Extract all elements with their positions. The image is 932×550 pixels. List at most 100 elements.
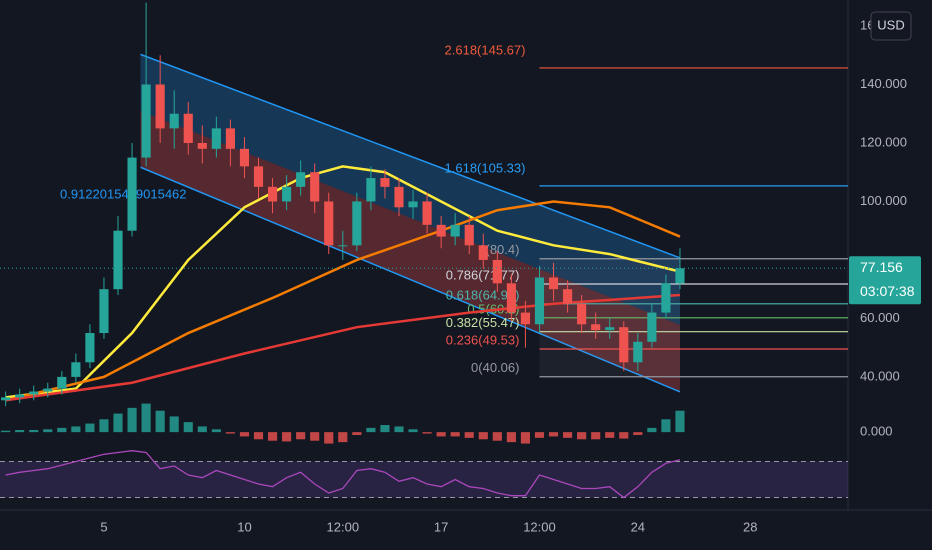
moving-average [5,200,681,402]
macd-bar [408,429,418,433]
candle-body [577,303,587,325]
countdown-label: 03:07:38 [860,283,915,299]
candle-body [239,148,250,167]
x-tick-label: 12:00 [327,519,360,534]
candle-body [296,172,306,187]
macd-bar [548,432,559,437]
macd-bar [394,426,404,433]
candle-body [661,283,671,313]
macd-zero-label: 0.000 [860,424,893,439]
macd-bar [591,432,601,440]
macd-bar [380,425,390,433]
candle-body [155,84,165,129]
candle-body [57,376,67,389]
candle-body [380,178,390,187]
macd-bar [1,430,11,433]
candle-body [352,201,362,246]
candle-body [647,312,657,342]
y-tick-label: 140.000 [860,76,907,91]
macd-bar [267,432,278,441]
channel-upper [140,53,681,259]
candle-body [141,84,151,158]
y-tick-label: 40.000 [860,368,900,383]
macd-bar [141,403,151,433]
x-tick-label: 5 [100,519,107,534]
x-tick-label: 24 [631,519,645,534]
moving-average [5,165,681,399]
y-tick-label: 120.000 [860,134,907,149]
fib-label: 0(40.06) [471,360,519,375]
x-tick-label: 10 [237,519,251,534]
macd-bar [436,432,446,437]
macd-bar [619,432,629,439]
candle-body [563,289,573,304]
candle-body [478,245,488,260]
macd-bar [577,432,587,440]
x-tick-label: 17 [434,519,448,534]
macd-bar [478,432,488,440]
moving-average [5,293,681,402]
candle-body [310,172,320,202]
candle-body [619,327,629,363]
macd-bar [282,432,292,442]
macd-bar [127,407,137,433]
rsi-line [5,450,681,499]
candle-body [506,283,516,313]
macd-bar [183,422,193,433]
macd-bar [605,432,615,438]
macd-bar [310,432,320,441]
macd-bar [506,432,516,443]
candle-body [169,113,179,129]
candle-body [520,312,530,325]
macd-bar [15,430,25,433]
channel-lower-fill [140,110,680,392]
macd-bar [197,426,207,433]
macd-bar [155,410,165,433]
macd-bar [563,432,573,438]
fib-label: 0.382(55.47) [446,315,520,330]
x-tick-label: 12:00 [523,519,556,534]
candle-body [282,186,292,202]
candle-body [394,186,404,208]
channel-upper-fill [140,54,680,325]
fib-label: 0.786(71.77) [446,267,520,282]
macd-bar [675,410,685,433]
macd-bar [57,427,67,433]
currency-button[interactable] [870,11,912,41]
candle-body [534,277,545,325]
fib-label: 0.236(49.53) [446,332,520,347]
macd-bar [43,429,53,433]
y-tick-label: 60.000 [860,310,900,325]
candle-body [15,394,25,398]
macd-bar [99,419,109,433]
macd-bar [450,432,460,437]
macd-bar [211,429,221,433]
macd-bar [633,432,643,435]
candle-body [338,245,348,247]
candle-body [436,224,446,237]
candle-body [548,277,559,290]
macd-bar [113,413,123,433]
fib-label: 2.618(145.67) [445,42,526,57]
macd-bar [239,432,250,437]
y-tick-label: 100.000 [860,193,907,208]
candle-body [85,333,95,363]
currency-label[interactable]: USD [877,17,904,32]
macd-bar [169,416,179,433]
candle-body [450,224,460,237]
rsi-band-fill [0,461,848,498]
channel-lower [140,166,681,393]
candle-body [633,341,643,363]
x-tick-label: 28 [743,519,757,534]
macd-bar [253,432,264,440]
last-price-box [849,256,921,305]
candle-body [211,128,221,149]
candle-body [675,268,685,284]
candle-body [253,166,264,187]
fib-label: 1(80.4) [478,242,519,257]
macd-bar [225,432,235,434]
candle-body [197,142,207,149]
macd-bar [464,432,474,438]
candle-body [324,201,334,246]
